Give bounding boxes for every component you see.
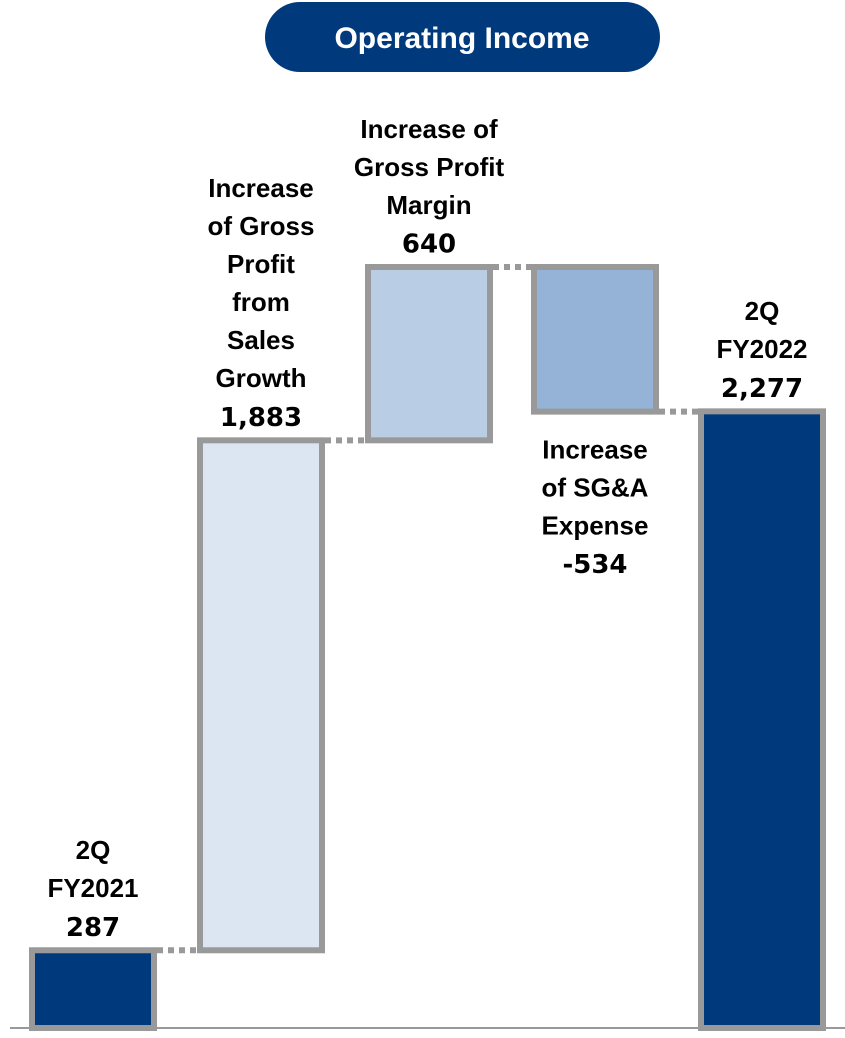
value-label: -534 bbox=[562, 550, 627, 580]
bar bbox=[531, 264, 659, 415]
category-label: of SG&A bbox=[542, 472, 649, 502]
category-label: FY2021 bbox=[47, 873, 138, 903]
category-label: from bbox=[232, 287, 290, 317]
bar bbox=[365, 264, 493, 444]
category-label: of Gross bbox=[208, 211, 315, 241]
category-label: Sales bbox=[227, 325, 295, 355]
value-label: 1,883 bbox=[220, 403, 302, 433]
category-label: FY2022 bbox=[716, 334, 807, 364]
category-label: Growth bbox=[216, 363, 307, 393]
category-label: Margin bbox=[386, 190, 471, 220]
category-label: Increase bbox=[208, 173, 314, 203]
value-label: 287 bbox=[66, 913, 120, 943]
category-label: Increase of bbox=[360, 114, 498, 144]
category-label: Gross Profit bbox=[354, 152, 505, 182]
title-pill bbox=[265, 2, 660, 72]
category-label: 2Q bbox=[76, 835, 111, 865]
value-label: 640 bbox=[402, 230, 456, 260]
chart-title: Operating Income bbox=[334, 22, 589, 55]
category-label: Expense bbox=[542, 510, 649, 540]
bar bbox=[29, 947, 157, 1031]
category-label: Profit bbox=[227, 249, 295, 279]
category-label: 2Q bbox=[745, 296, 780, 326]
bar bbox=[698, 408, 826, 1031]
value-label: 2,277 bbox=[721, 374, 803, 404]
category-label: Increase bbox=[542, 434, 648, 464]
bar bbox=[197, 437, 325, 954]
